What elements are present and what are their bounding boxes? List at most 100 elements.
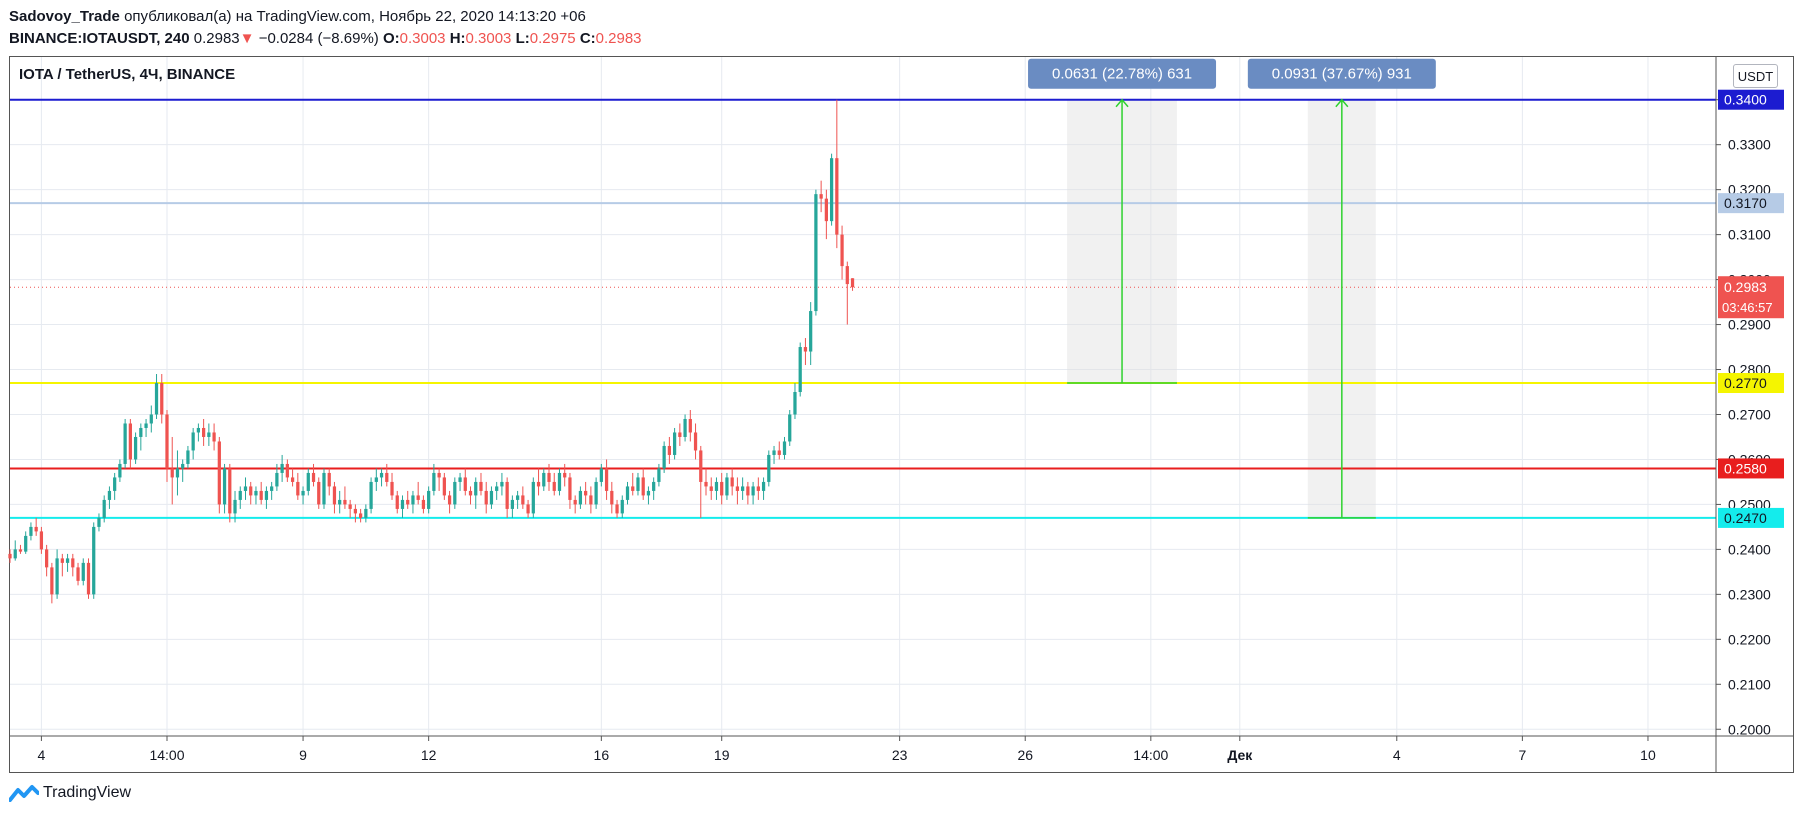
current-price-badge-label: 0.2983 — [1724, 279, 1767, 295]
time-tick-label: 9 — [299, 747, 307, 763]
candle-body — [437, 472, 441, 478]
candle-body — [144, 423, 148, 428]
candle-body — [128, 423, 132, 460]
ohlc-line: BINANCE:IOTAUSDT, 240 0.2983▼ −0.0284 (−… — [9, 29, 1799, 49]
candle-body — [243, 486, 248, 491]
candle-body — [92, 526, 96, 595]
candle-body — [782, 441, 787, 455]
candle-body — [468, 490, 473, 496]
candle-body — [327, 472, 331, 487]
publish-info: опубликовал(а) на TradingView.com, Ноябр… — [124, 8, 586, 25]
low-label: L: — [515, 30, 530, 47]
candle-body — [714, 481, 719, 491]
time-tick-label: 4 — [38, 747, 46, 763]
candle-body — [809, 311, 813, 352]
candle-body — [133, 436, 138, 460]
candle-body — [620, 499, 624, 514]
candle-body — [39, 531, 44, 550]
candle-body — [798, 347, 802, 393]
candle-body — [400, 499, 405, 509]
candle-body — [55, 558, 59, 595]
candle-body — [756, 486, 760, 491]
price-level-badge-label: 0.2770 — [1724, 375, 1767, 391]
price-tick-label: 0.2200 — [1728, 631, 1771, 647]
candle-body — [625, 486, 630, 500]
candle-body — [113, 477, 117, 491]
down-arrow-icon: ▼ — [239, 30, 255, 47]
time-tick-label: Дек — [1227, 747, 1253, 763]
candle-body — [296, 481, 300, 496]
price-level-badge — [1718, 193, 1784, 214]
candle-body — [474, 481, 478, 496]
candle-body — [500, 481, 504, 487]
author-name[interactable]: Sadovoy_Trade — [9, 8, 120, 25]
price-tick-label: 0.2100 — [1728, 676, 1771, 692]
candle-body — [353, 508, 358, 514]
projection-badge-label: 0.0931 (37.67%) 931 — [1272, 66, 1412, 83]
time-tick-label: 10 — [1640, 747, 1656, 763]
candle-body — [18, 549, 23, 552]
candle-body — [416, 495, 420, 500]
price-change: −0.0284 (−8.69%) — [258, 30, 379, 47]
candle-body — [13, 549, 17, 559]
candle-body — [688, 418, 692, 433]
open-value: 0.3003 — [399, 30, 446, 47]
candle-body — [228, 468, 232, 514]
currency-button[interactable]: USDT — [1733, 64, 1778, 88]
time-tick-label: 12 — [421, 747, 437, 763]
candle-body — [165, 414, 169, 469]
candle-body — [385, 472, 389, 482]
candle-body — [631, 486, 635, 491]
candle-body — [531, 481, 535, 514]
candle-body — [374, 477, 378, 482]
candle-body — [761, 481, 766, 491]
candle-body — [463, 477, 467, 491]
candle-body — [317, 481, 321, 505]
candle-body — [604, 468, 609, 491]
candle-body — [699, 450, 703, 482]
high-value: 0.3003 — [465, 30, 512, 47]
candle-body — [311, 472, 316, 482]
price-tick-label: 0.2900 — [1728, 317, 1771, 333]
candle-body — [102, 499, 106, 518]
candle-body — [505, 481, 509, 509]
candle-body — [489, 490, 494, 505]
candle-body — [270, 486, 274, 491]
candle-body — [358, 513, 363, 518]
candle-body — [34, 526, 38, 532]
candle-body — [29, 526, 33, 536]
candle-body — [107, 490, 112, 500]
candle-body — [772, 450, 776, 455]
close-label: C: — [579, 30, 596, 47]
candle-body — [118, 463, 122, 478]
last-price: 0.2983 — [193, 30, 240, 47]
time-tick-label: 14:00 — [149, 747, 184, 763]
candle-body — [338, 499, 342, 505]
time-tick-label: 4 — [1393, 747, 1401, 763]
candle-body — [453, 481, 457, 505]
candle-body — [652, 481, 656, 491]
time-tick-label: 19 — [714, 747, 730, 763]
candle-body — [447, 495, 452, 505]
candle-body — [777, 450, 781, 455]
candle-body — [191, 432, 195, 451]
candle-body — [573, 499, 577, 505]
candle-body — [814, 194, 818, 312]
candle-body — [636, 477, 640, 491]
candle-body — [348, 504, 352, 509]
candle-body — [81, 562, 85, 581]
candle-body — [280, 463, 284, 473]
candle-body — [442, 477, 446, 496]
candle-body — [97, 517, 101, 527]
candle-body — [693, 432, 698, 451]
candle-body — [646, 490, 651, 496]
candle-body — [238, 490, 242, 500]
candle-body — [479, 481, 483, 491]
candle-body — [788, 414, 792, 442]
tradingview-logo[interactable]: TradingView — [9, 784, 131, 802]
candle-body — [71, 558, 75, 568]
time-tick-label: 16 — [594, 747, 610, 763]
candle-body — [264, 490, 269, 500]
candle-body — [552, 481, 556, 491]
